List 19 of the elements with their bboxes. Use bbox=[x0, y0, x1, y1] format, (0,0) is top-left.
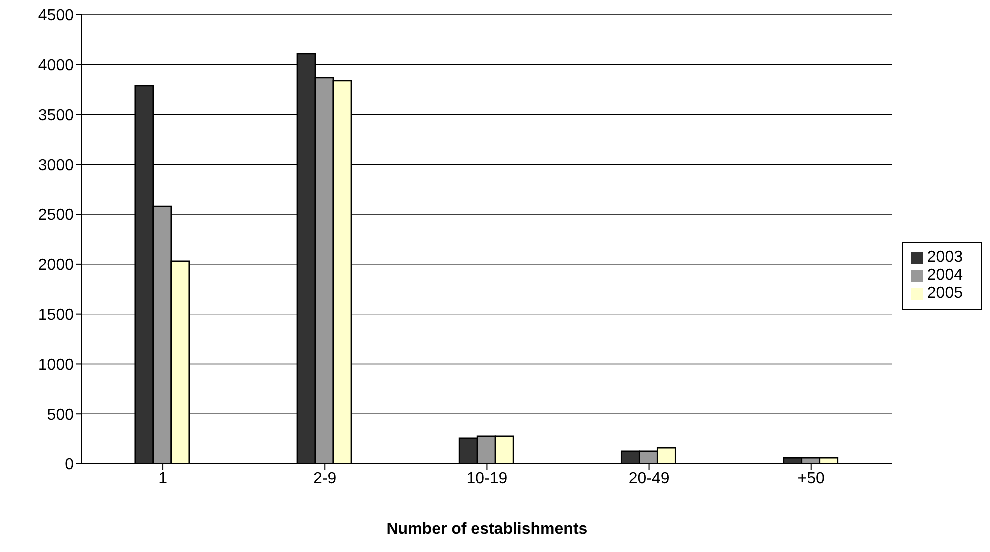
y-tick-label: 1500 bbox=[38, 307, 74, 324]
legend-label: 2003 bbox=[927, 249, 963, 266]
x-tick-label: 20-49 bbox=[628, 470, 670, 488]
x-axis-title: Number of establishments bbox=[386, 521, 588, 538]
y-tick-label: 0 bbox=[65, 456, 74, 474]
y-tick-label: 2500 bbox=[38, 207, 74, 224]
legend-label: 2005 bbox=[927, 285, 963, 302]
y-tick-label: 3000 bbox=[38, 157, 74, 174]
x-tick-label: 1 bbox=[158, 470, 168, 488]
y-tick-label: 2000 bbox=[38, 257, 74, 274]
x-tick-label: 2-9 bbox=[314, 470, 337, 488]
legend-label: 2004 bbox=[927, 267, 963, 284]
x-tick-label: 10-19 bbox=[466, 470, 508, 488]
y-tick-label: 4500 bbox=[38, 8, 74, 25]
y-tick-label: 1000 bbox=[38, 356, 74, 374]
y-tick-label: 500 bbox=[47, 406, 74, 424]
y-tick-label: 4000 bbox=[38, 58, 74, 75]
x-tick-label: +50 bbox=[798, 470, 826, 488]
y-tick-label: 3500 bbox=[38, 107, 74, 124]
